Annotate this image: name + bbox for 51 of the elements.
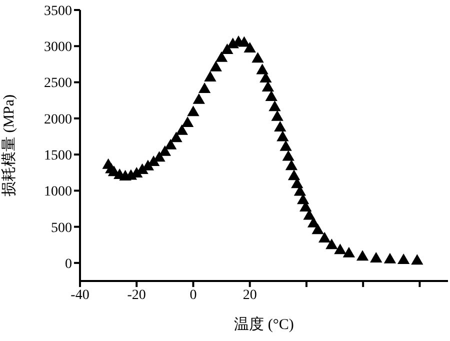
x-tick-label: 0 [190, 288, 197, 303]
point [356, 250, 369, 261]
point [318, 232, 331, 242]
x-axis-title: 温度 (°C) [234, 316, 294, 333]
point [210, 60, 222, 72]
point [397, 254, 410, 264]
point [244, 42, 256, 53]
x-tick-label: -20 [127, 288, 146, 303]
point [187, 106, 200, 116]
y-tick-label: 0 [65, 256, 72, 272]
y-tick-label: 2500 [44, 76, 72, 92]
y-tick-label: 1000 [44, 184, 72, 200]
y-tick-label: 500 [51, 220, 72, 236]
point [181, 116, 194, 127]
point [256, 64, 268, 74]
point [158, 145, 171, 156]
point [252, 52, 264, 63]
point [198, 82, 211, 94]
point [262, 81, 274, 92]
point [282, 150, 294, 161]
point [334, 244, 346, 254]
point [268, 100, 281, 112]
point [326, 238, 338, 250]
x-tick-label: 20 [242, 288, 257, 303]
point [342, 246, 355, 258]
point [204, 70, 216, 82]
point [370, 252, 382, 262]
point [312, 224, 324, 234]
point [170, 132, 182, 142]
point [192, 93, 205, 104]
point [411, 254, 424, 265]
point [265, 90, 278, 101]
point [221, 43, 234, 54]
point [307, 216, 320, 228]
point [164, 138, 177, 150]
point [280, 140, 292, 151]
y-tick-label: 2000 [44, 112, 72, 128]
point [384, 252, 396, 264]
y-axis-title: 损耗模量 (MPa) [0, 94, 18, 197]
point [276, 130, 289, 142]
y-tick-label: 3000 [44, 40, 72, 56]
point [271, 110, 284, 121]
point [238, 36, 250, 47]
point [215, 51, 228, 62]
point [285, 160, 298, 170]
y-tick-label: 1500 [44, 148, 72, 164]
point [274, 120, 286, 132]
point [288, 170, 300, 180]
point [176, 124, 188, 135]
x-tick-label: -40 [70, 288, 90, 303]
y-tick-label: 3500 [44, 4, 72, 19]
